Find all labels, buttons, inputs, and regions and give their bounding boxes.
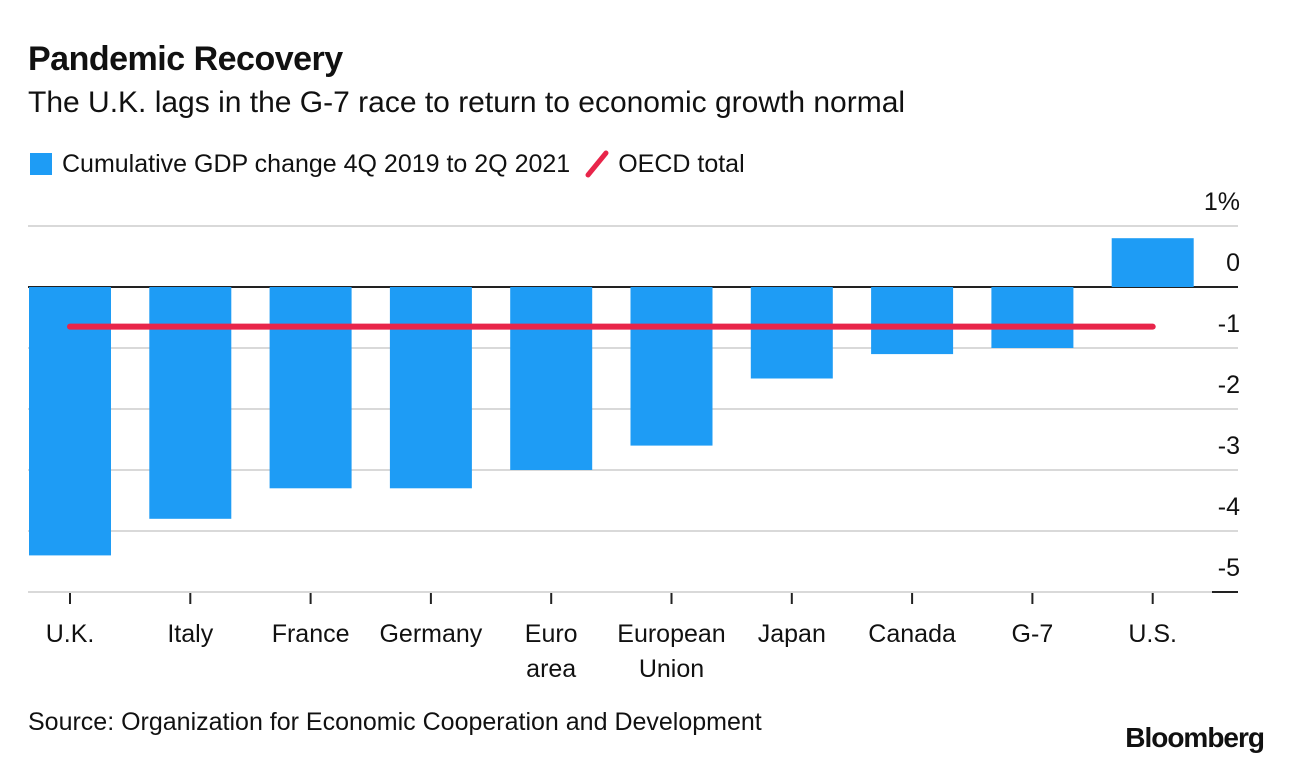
bar [29, 287, 111, 556]
bar [1111, 238, 1194, 287]
chart-subtitle: The U.K. lags in the G-7 race to return … [28, 86, 906, 119]
bar [269, 287, 352, 489]
y-tick-label: -3 [1218, 432, 1240, 460]
legend: Cumulative GDP change 4Q 2019 to 2Q 2021… [30, 148, 759, 180]
y-tick-label: 0 [1226, 249, 1240, 277]
y-tick-label: -5 [1218, 554, 1240, 582]
x-tick-label: Euro area [525, 620, 578, 683]
bar [389, 287, 472, 489]
bar [871, 287, 954, 355]
x-tick-label: France [272, 620, 350, 648]
legend-item-oecd: OECD total [584, 149, 745, 179]
x-tick-label: European Union [617, 620, 725, 683]
legend-bar-label: Cumulative GDP change 4Q 2019 to 2Q 2021 [62, 149, 571, 178]
x-tick-label: U.K. [46, 620, 95, 648]
y-tick-label: -2 [1218, 371, 1240, 399]
bar [750, 287, 833, 379]
legend-line-swatch [585, 150, 609, 178]
x-tick-label: G-7 [1012, 620, 1054, 648]
bar [991, 287, 1074, 348]
bar [510, 287, 593, 470]
chart-plot: 1% 0 -1 -2 -3 -4 -5 U.K. Italy France Germany Euro a… [28, 188, 1240, 683]
y-tick-label: -1 [1218, 310, 1240, 338]
x-tick-label: Canada [868, 620, 956, 648]
x-tick-label: Japan [758, 620, 826, 648]
bar [149, 287, 232, 519]
bar [630, 287, 713, 446]
x-tick-label: U.S. [1128, 620, 1177, 648]
bloomberg-logo: Bloomberg [1125, 722, 1265, 753]
chart-title: Pandemic Recovery [28, 40, 343, 78]
legend-bar-swatch [30, 153, 52, 175]
y-tick-label: -4 [1218, 493, 1240, 521]
y-tick-label: 1% [1204, 188, 1240, 216]
legend-line-label: OECD total [618, 149, 745, 178]
source-note: Source: Organization for Economic Cooper… [28, 708, 762, 736]
x-tick-label: Germany [379, 620, 482, 648]
x-tick-label: Italy [167, 620, 213, 648]
legend-item-gdp: Cumulative GDP change 4Q 2019 to 2Q 2021 [30, 150, 570, 179]
